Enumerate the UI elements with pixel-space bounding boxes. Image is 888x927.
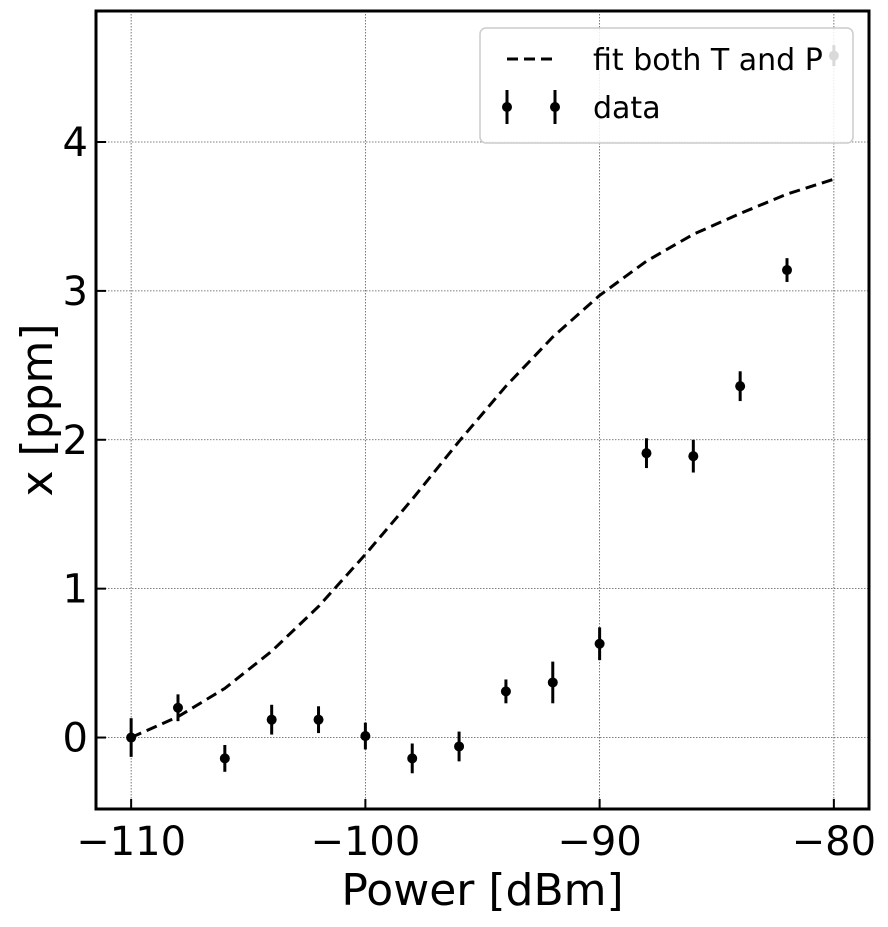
data-point xyxy=(782,265,793,276)
fit-layer xyxy=(130,177,835,739)
data-point xyxy=(360,731,371,742)
x-axis-label: Power [dBm] xyxy=(341,865,623,916)
x-tick-label: −100 xyxy=(310,819,420,865)
x-tick-label: −90 xyxy=(557,819,641,865)
legend-data-label: data xyxy=(593,91,661,126)
data-layer xyxy=(126,45,839,774)
legend: fit both T and P data xyxy=(479,27,854,144)
y-axis-label: x [ppm] xyxy=(12,323,63,496)
data-point xyxy=(688,451,699,462)
data-point xyxy=(313,714,324,725)
y-tick-label: 0 xyxy=(63,716,88,762)
legend-box xyxy=(479,27,854,144)
y-tick-label: 4 xyxy=(63,120,88,166)
legend-data-dot xyxy=(502,102,512,112)
data-point xyxy=(735,381,746,392)
grid xyxy=(96,11,869,809)
data-point xyxy=(641,448,652,459)
data-point xyxy=(266,714,277,725)
plot-frame xyxy=(94,9,871,811)
y-tick-label: 1 xyxy=(63,567,88,613)
data-point xyxy=(454,741,465,752)
data-point xyxy=(219,753,230,764)
x-tick-label: −110 xyxy=(76,819,186,865)
legend-data-dot xyxy=(550,102,560,112)
data-point xyxy=(407,753,418,764)
data-point xyxy=(126,732,137,743)
legend-data-marker xyxy=(502,90,560,124)
ticks: −110 −100 −90 −80 0 1 2 3 4 xyxy=(63,120,877,865)
legend-fit-label: fit both T and P xyxy=(593,43,823,78)
x-tick-label: −80 xyxy=(792,819,876,865)
data-point xyxy=(594,638,605,649)
y-tick-label: 3 xyxy=(63,269,88,315)
data-point xyxy=(500,686,511,697)
y-tick-label: 2 xyxy=(63,418,88,464)
data-point xyxy=(172,702,183,713)
data-point xyxy=(547,677,558,688)
fit-line xyxy=(130,177,835,739)
